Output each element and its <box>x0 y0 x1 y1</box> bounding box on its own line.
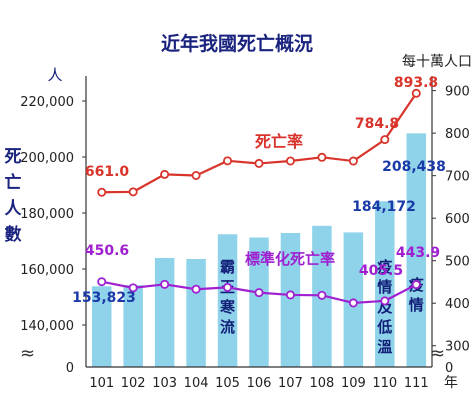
right-tick-label: 500 <box>445 255 470 270</box>
bar-103 <box>154 257 175 367</box>
x-tick-label: 108 <box>309 376 334 391</box>
bar-101 <box>91 286 112 367</box>
death-rate-value-label: 661.0 <box>85 164 130 180</box>
bar-annotations: 霸王寒流疫情及低溫疫情 <box>220 258 424 356</box>
line-point <box>128 283 138 293</box>
left-tick-label: 180,000 <box>20 207 74 222</box>
left-tick-label: 220,000 <box>20 95 74 110</box>
line-point <box>348 298 358 308</box>
death-rate-value-label: 784.8 <box>355 116 399 132</box>
line-point <box>191 284 201 294</box>
right-tick-label: 0 <box>445 361 453 376</box>
line-point <box>411 280 421 290</box>
line-point <box>317 152 327 162</box>
left-tick-label: 140,000 <box>20 319 74 334</box>
right-axis-unit: 每十萬人口 <box>402 54 472 70</box>
left-axis-break: ≈ <box>20 343 35 364</box>
line-point <box>97 277 107 287</box>
line-point <box>223 282 233 292</box>
right-tick-label: 400 <box>445 297 470 312</box>
x-tick-label: 102 <box>121 376 146 391</box>
x-tick-label: 107 <box>278 376 303 391</box>
bar-annotation-char: 低 <box>376 318 392 336</box>
bar-annotation-char: 疫 <box>377 258 392 276</box>
bar-annotation-char: 寒 <box>220 298 236 316</box>
x-tick-label: 105 <box>215 376 240 391</box>
rate-lines <box>97 88 421 308</box>
x-tick-label: 104 <box>184 376 209 391</box>
bar-value-label: 208,438 <box>382 159 446 175</box>
left-axis-label-char: 死 <box>5 147 22 167</box>
x-tick-label: 103 <box>152 376 177 391</box>
standardized-rate-value-label: 443.9 <box>396 245 440 261</box>
line-point <box>97 187 107 197</box>
standardized-rate-series-name: 標準化死亡率 <box>245 250 335 268</box>
right-tick-label: 300 <box>445 340 470 355</box>
bar-107 <box>280 232 301 367</box>
line-point <box>285 156 295 166</box>
bar-annotation-char: 霸 <box>220 258 235 276</box>
line-point <box>254 158 264 168</box>
line-point <box>317 290 327 300</box>
line-point <box>285 290 295 300</box>
left-axis-unit: 人 <box>47 66 62 84</box>
bar-annotation-char: 情 <box>377 278 392 296</box>
line-point <box>160 279 170 289</box>
bar-value-label: 153,823 <box>72 290 136 306</box>
chart-axes <box>85 76 433 368</box>
x-tick-label: 109 <box>341 376 366 391</box>
bar-105 <box>217 234 238 367</box>
line-point <box>191 170 201 180</box>
death-rate-series-name: 死亡率 <box>255 132 303 151</box>
line-point <box>128 187 138 197</box>
bar-111 <box>406 133 427 367</box>
left-tick-label: 0 <box>66 361 74 376</box>
line-point <box>254 288 264 298</box>
right-axis-break: ≈ <box>430 343 445 364</box>
right-tick-label: 900 <box>445 85 470 100</box>
x-tick-label: 101 <box>89 376 114 391</box>
bar-102 <box>123 285 143 367</box>
right-tick-label: 700 <box>445 170 470 185</box>
data-labels: 153,823 184,172 208,438 661.0 784.8 893.8 死亡率 4… <box>72 75 446 306</box>
right-axis-ticks: 900 800 700 600 500 400 300 0≈ <box>430 85 470 376</box>
bar-106 <box>249 237 269 367</box>
bar-value-label: 184,172 <box>352 199 416 215</box>
left-axis-label-char: 人 <box>5 199 23 219</box>
chart-title: 近年我國死亡概況 <box>161 32 313 55</box>
standardized-rate-value-label: 450.6 <box>85 243 129 259</box>
bar-104 <box>186 258 206 367</box>
x-tick-label: 111 <box>404 376 429 391</box>
x-tick-label: 110 <box>372 376 397 391</box>
x-axis-unit: 年 <box>444 375 458 391</box>
line-point <box>160 169 170 179</box>
left-tick-label: 160,000 <box>20 263 74 278</box>
bar-annotation: 霸王寒流 <box>220 258 236 336</box>
bar-annotation-char: 情 <box>409 296 424 314</box>
x-tick-label: 106 <box>247 376 272 391</box>
bar-annotation-char: 流 <box>220 318 235 336</box>
left-axis-label-char: 亡 <box>5 172 22 193</box>
bar-annotation-char: 溫 <box>377 338 392 356</box>
line-point <box>411 88 421 98</box>
left-tick-label: 200,000 <box>20 151 74 166</box>
standardized-rate-value-label: 405.5 <box>359 263 403 279</box>
left-axis-label-char: 數 <box>5 224 22 245</box>
right-tick-label: 800 <box>445 127 470 142</box>
bar-110 <box>375 201 395 367</box>
line-point <box>223 156 233 166</box>
line-point <box>348 156 358 166</box>
right-tick-label: 600 <box>445 212 470 227</box>
line-point <box>380 135 390 145</box>
left-axis-ticks: 220,000 200,000 180,000 160,000 140,000 0 ≈ <box>20 95 86 376</box>
line-point <box>380 296 390 306</box>
x-axis-ticks: 101 102 103 104 105 106 107 108 109 110 111 <box>89 376 428 391</box>
death-rate-value-label: 893.8 <box>394 75 438 91</box>
